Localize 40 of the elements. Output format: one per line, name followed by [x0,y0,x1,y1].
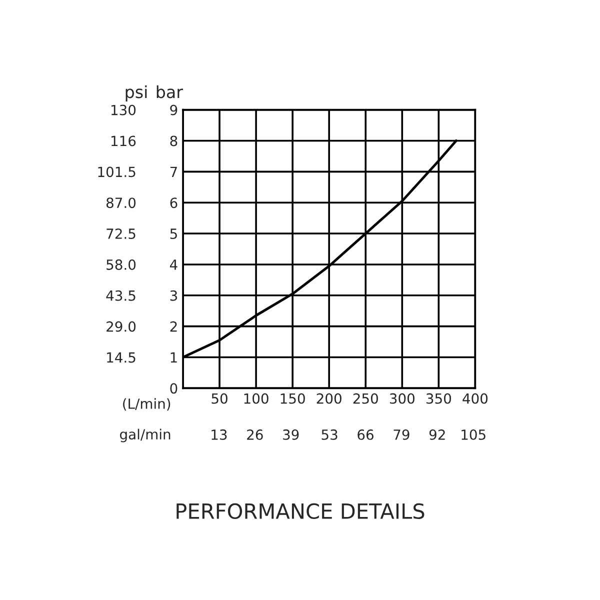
y2-tick-label: 58.0 [106,259,136,270]
x-axis-title: (L/min) [123,398,170,411]
y-tick-label: 0 [170,383,178,394]
x2-tick-label: 66 [358,429,374,440]
y2-tick-label: 101.5 [98,166,136,178]
y-tick-label: 2 [170,321,177,332]
x2-tick-label: 79 [394,429,410,440]
x-tick-label: 200 [316,393,342,404]
x-tick-label: 350 [426,393,452,404]
y-tick-label: 7 [170,166,177,177]
x-tick-label: 400 [462,393,488,404]
y2-tick-label: 29.0 [106,321,136,332]
y-tick-label: 4 [170,260,178,270]
y2-tick-label: 130 [111,104,136,116]
x-tick-label: 300 [390,393,414,404]
y2-tick-label: 43.5 [106,290,136,301]
y2-tick-label: 14.5 [107,352,136,363]
x2-axis-title: gal/min [120,428,170,442]
y2-tick-label: 72.5 [106,228,136,240]
x-tick-label: 50 [212,393,228,404]
y-tick-label: 6 [170,198,178,208]
x2-tick-label: 13 [212,429,227,440]
x2-tick-label: 105 [462,429,486,440]
x2-tick-label: 39 [283,429,299,440]
y2-tick-label: 116 [111,136,136,146]
y-tick-label: 8 [170,136,178,146]
x2-tick-label: 92 [429,429,445,440]
x2-tick-label: 53 [322,429,338,440]
y-tick-label: 5 [170,228,177,240]
y-axis-title: bar [156,85,183,98]
y-tick-label: 3 [170,290,178,301]
x2-tick-label: 26 [247,429,263,440]
y2-axis-title: psi [126,85,147,102]
text: PERFORMANCE DETAILS [176,503,424,520]
x-tick-label: 250 [353,393,378,404]
x-tick-label: 150 [280,393,305,404]
x-tick-label: 100 [244,393,268,404]
y2-tick-label: 87.0 [106,198,136,208]
y-tick-label: 1 [170,352,177,363]
y-tick-label: 9 [170,104,178,116]
